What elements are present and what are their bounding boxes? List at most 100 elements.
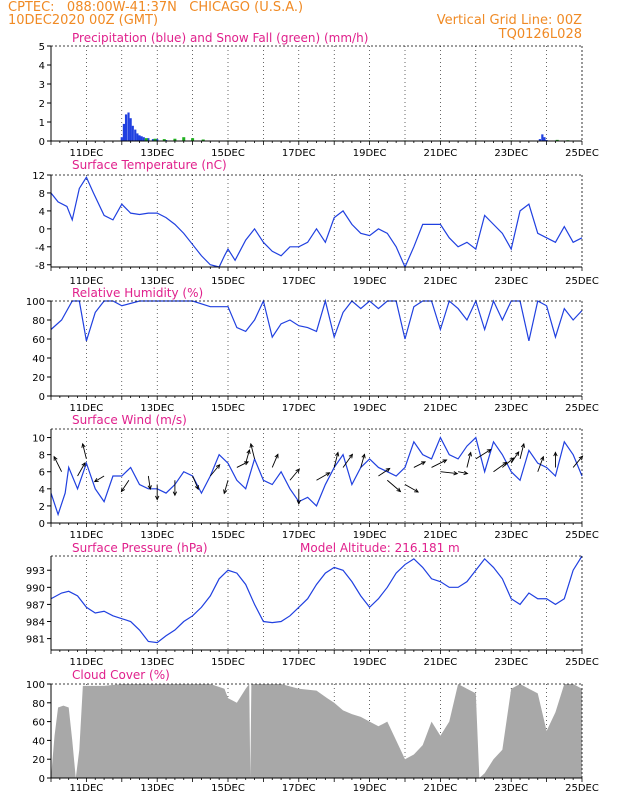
panel-title: Relative Humidity (%) bbox=[72, 286, 203, 300]
wind-vector bbox=[93, 475, 105, 483]
wind-vector bbox=[519, 442, 526, 460]
snow-bar bbox=[201, 139, 205, 141]
x-tick-label: 19DEC bbox=[353, 657, 387, 668]
y-tick-label: 0 bbox=[39, 774, 45, 785]
y-tick-label: 4 bbox=[39, 207, 45, 218]
x-tick-label: 15DEC bbox=[211, 783, 245, 794]
x-tick-label: 15DEC bbox=[211, 276, 245, 287]
wind-vector bbox=[360, 453, 366, 468]
wind-vector bbox=[271, 453, 279, 468]
y-tick-label: 40 bbox=[32, 354, 45, 365]
x-tick-label: 21DEC bbox=[424, 657, 458, 668]
wind-vector bbox=[404, 484, 420, 493]
x-tick-label: 13DEC bbox=[140, 530, 174, 541]
wind-vector bbox=[413, 461, 427, 468]
wind-vector bbox=[493, 461, 508, 473]
x-tick-label: 19DEC bbox=[353, 783, 387, 794]
wind-vector bbox=[296, 488, 301, 505]
wind-vector bbox=[431, 459, 448, 468]
precip-bar bbox=[131, 125, 134, 141]
x-tick-label: 23DEC bbox=[494, 276, 528, 287]
y-tick-label: 10 bbox=[32, 434, 45, 445]
y-tick-label: 60 bbox=[32, 335, 45, 346]
x-tick-label: 21DEC bbox=[424, 530, 458, 541]
y-tick-label: 6 bbox=[39, 468, 45, 479]
wind-vector bbox=[172, 480, 178, 497]
y-tick-label: 8 bbox=[39, 189, 45, 200]
y-tick-label: 0 bbox=[39, 519, 45, 530]
x-tick-label: 15DEC bbox=[211, 530, 245, 541]
x-tick-label: 17DEC bbox=[282, 530, 316, 541]
y-tick-label: 3 bbox=[39, 80, 45, 91]
wind-vector bbox=[53, 455, 63, 472]
x-tick-label: 11DEC bbox=[70, 403, 104, 414]
x-tick-label: 23DEC bbox=[494, 148, 528, 159]
x-tick-label: 21DEC bbox=[424, 148, 458, 159]
wind-vector bbox=[466, 451, 472, 468]
y-tick-label: 0 bbox=[39, 225, 45, 236]
x-tick-label: 17DEC bbox=[282, 657, 316, 668]
wind-vector bbox=[387, 479, 402, 493]
wind-vector bbox=[289, 468, 300, 481]
precip-bar bbox=[136, 133, 139, 141]
x-tick-label: 25DEC bbox=[565, 657, 599, 668]
pres-series-line bbox=[50, 555, 583, 644]
wind-vector bbox=[342, 453, 354, 468]
x-tick-label: 13DEC bbox=[140, 276, 174, 287]
grid-line-note: Vertical Grid Line: 00Z bbox=[436, 13, 582, 28]
y-tick-label: 984 bbox=[26, 618, 45, 629]
wind-vector bbox=[510, 451, 520, 464]
wind-vector bbox=[537, 455, 545, 472]
precip-bar bbox=[129, 118, 132, 141]
precip-bar bbox=[127, 112, 130, 141]
cloud-cover-area bbox=[51, 684, 582, 778]
snow-bar bbox=[162, 139, 166, 141]
x-tick-label: 25DEC bbox=[565, 276, 599, 287]
wind-vector bbox=[316, 472, 331, 481]
y-tick-label: 987 bbox=[26, 600, 45, 611]
precip-bar bbox=[142, 137, 145, 141]
y-tick-label: 100 bbox=[26, 297, 45, 308]
y-tick-label: 993 bbox=[26, 566, 45, 577]
x-tick-label: 17DEC bbox=[282, 148, 316, 159]
x-tick-label: 11DEC bbox=[70, 148, 104, 159]
y-tick-label: 20 bbox=[32, 373, 45, 384]
x-tick-label: 19DEC bbox=[353, 276, 387, 287]
x-tick-label: 21DEC bbox=[424, 276, 458, 287]
y-tick-label: 0 bbox=[39, 137, 45, 148]
y-tick-label: 100 bbox=[26, 680, 45, 691]
y-tick-label: 80 bbox=[32, 699, 45, 710]
wind-vector bbox=[147, 475, 152, 491]
precip-bar bbox=[541, 134, 544, 141]
snow-bar bbox=[153, 138, 157, 141]
wind-vector bbox=[333, 451, 340, 468]
y-tick-label: -4 bbox=[35, 243, 45, 254]
y-tick-label: 0 bbox=[39, 392, 45, 403]
y-tick-label: 990 bbox=[26, 583, 45, 594]
y-tick-label: 2 bbox=[39, 99, 45, 110]
precip-bar bbox=[120, 137, 123, 141]
precip-bar bbox=[124, 114, 128, 141]
panel-title: Surface Temperature (nC) bbox=[72, 158, 227, 172]
x-tick-label: 13DEC bbox=[140, 403, 174, 414]
x-tick-label: 21DEC bbox=[424, 403, 458, 414]
y-tick-label: 4 bbox=[39, 485, 45, 496]
precip-bar bbox=[147, 138, 150, 141]
panel-wind: Surface Wind (m/s) 0 2 4 6 8 10 11DEC 13DEC 15DEC… bbox=[32, 413, 599, 541]
y-tick-label: 2 bbox=[39, 502, 45, 513]
wind-vector bbox=[155, 484, 160, 501]
x-tick-label: 11DEC bbox=[70, 657, 104, 668]
wind-vector bbox=[249, 442, 255, 460]
panel-title: Precipitation (blue) and Snow Fall (gree… bbox=[72, 31, 368, 45]
x-tick-label: 19DEC bbox=[353, 148, 387, 159]
y-tick-label: 40 bbox=[32, 736, 45, 747]
y-tick-label: 5 bbox=[39, 42, 45, 53]
wind-vector bbox=[192, 475, 199, 491]
x-tick-label: 23DEC bbox=[494, 783, 528, 794]
precip-bar bbox=[138, 135, 141, 141]
x-tick-label: 15DEC bbox=[211, 403, 245, 414]
rh-series-line bbox=[50, 298, 583, 342]
x-tick-label: 25DEC bbox=[565, 403, 599, 414]
precip-bar bbox=[122, 123, 126, 141]
